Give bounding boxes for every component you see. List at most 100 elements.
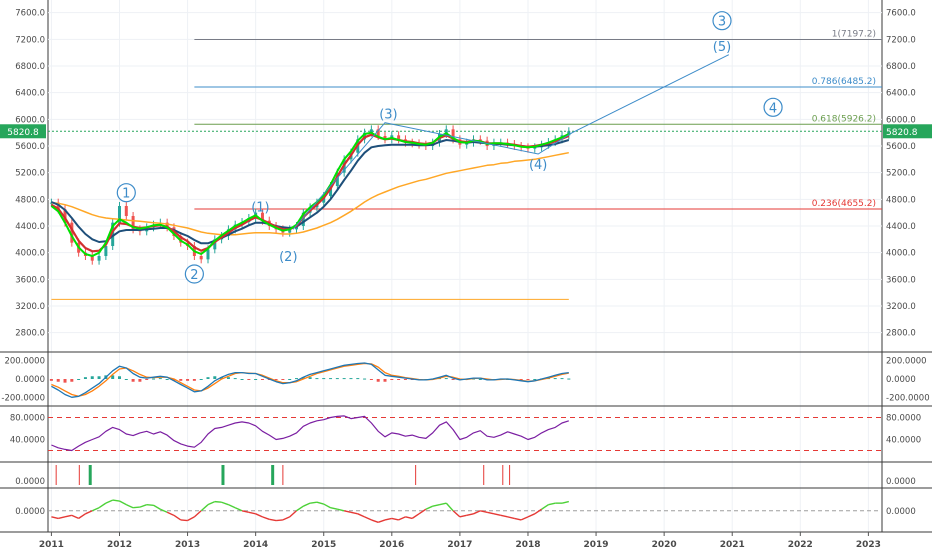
y-tick-left-2800.0: 2800.0 (15, 329, 45, 339)
macd-hist-35 (288, 379, 292, 380)
osc-segment-20 (180, 519, 188, 522)
macd-hist-22 (199, 379, 203, 380)
price-candle-41 (329, 186, 333, 196)
ema-long-line (51, 151, 569, 236)
y-tick-left-6800.0: 6800.0 (15, 62, 45, 72)
osc-segment-69 (514, 517, 522, 521)
osc-segment-3 (64, 514, 72, 518)
y-tick-left-6400.0: 6400.0 (15, 89, 45, 99)
x-tick-label-2021: 2021 (720, 540, 745, 550)
osc-segment-30 (248, 511, 256, 515)
osc-segment-18 (166, 511, 175, 516)
macd-hist-37 (301, 377, 305, 379)
osc-segment-65 (486, 511, 495, 515)
price-candle-76 (567, 131, 571, 136)
macd-hist-44 (349, 378, 353, 380)
macd-tick-right-0.0000: 0.0000 (886, 375, 916, 385)
macd-hist-28 (240, 379, 244, 380)
x-tick-label-2020: 2020 (652, 540, 677, 550)
macd-hist-33 (274, 379, 278, 380)
macd-hist-76 (567, 378, 571, 380)
osc-tick-right-0.0000: 0.0000 (886, 507, 916, 517)
wave-label-0: 1 (122, 187, 130, 202)
wave-label-2: (1) (251, 201, 269, 216)
wave-circle-6 (712, 11, 732, 31)
osc-segment-63 (473, 510, 481, 515)
macd-line (51, 362, 569, 398)
y-tick-left-4800.0: 4800.0 (15, 195, 45, 205)
osc-segment-54 (411, 513, 420, 519)
osc-segment-57 (432, 503, 440, 507)
x-tick-label-2012: 2012 (107, 540, 132, 550)
price-candle-22 (199, 256, 203, 260)
macd-hist-16 (158, 378, 162, 380)
level-label-0: 1(7197.2) (832, 30, 876, 40)
osc-segment-24 (207, 500, 216, 506)
osc-segment-39 (310, 501, 318, 504)
osc-segment-21 (187, 516, 195, 522)
macd-hist-45 (356, 378, 360, 380)
wave-label-8: 4 (769, 101, 777, 116)
osc-segment-66 (493, 513, 501, 517)
osc-segment-56 (425, 505, 433, 510)
macd-hist-70 (526, 379, 530, 380)
price-candle-7 (97, 256, 101, 261)
x-tick-label-2013: 2013 (175, 540, 200, 550)
wave-label-4: (3) (379, 107, 397, 122)
osc-segment-58 (439, 502, 447, 506)
osc-segment-42 (330, 507, 338, 510)
osc-segment-25 (214, 500, 222, 503)
y-tick-left-5200.0: 5200.0 (15, 169, 45, 179)
osc-segment-36 (289, 510, 297, 518)
x-tick-label-2011: 2011 (39, 540, 64, 550)
y-tick-right-6000.0: 6000.0 (886, 115, 916, 125)
osc-segment-68 (507, 516, 515, 520)
macd-hist-12 (131, 379, 135, 382)
y-tick-left-5600.0: 5600.0 (15, 142, 45, 152)
wave-circle-8 (763, 97, 783, 117)
price-candle-48 (376, 129, 380, 136)
macd-hist-36 (294, 378, 298, 380)
x-tick-label-2017: 2017 (447, 540, 472, 550)
osc-segment-10 (112, 499, 120, 502)
osc-segment-35 (282, 516, 290, 521)
price-candle-58 (444, 129, 448, 134)
osc-segment-40 (316, 501, 324, 505)
price-candle-10 (117, 206, 121, 223)
osc-segment-71 (527, 513, 536, 518)
macd-hist-48 (376, 379, 380, 382)
rsi-tick-right-80.0000: 80.0000 (886, 414, 921, 424)
macd-hist-40 (322, 378, 326, 380)
wave-label-6: 3 (718, 15, 726, 30)
macd-hist-2 (63, 379, 67, 383)
price-candle-8 (104, 246, 108, 256)
osc-segment-72 (534, 508, 542, 515)
osc-segment-45 (350, 511, 358, 515)
price-candle-11 (124, 206, 128, 216)
y-tick-right-4000.0: 4000.0 (886, 249, 916, 259)
osc-segment-13 (133, 506, 140, 509)
y-tick-left-3600.0: 3600.0 (15, 275, 45, 285)
macd-hist-42 (335, 378, 339, 380)
osc-segment-16 (153, 504, 161, 510)
rsi-tick-left-80.0000: 80.0000 (10, 414, 45, 424)
osc-segment-46 (357, 513, 365, 518)
osc-segment-52 (398, 516, 406, 521)
macd-hist-21 (192, 379, 196, 381)
macd-hist-23 (206, 377, 210, 379)
price-candle-63 (478, 139, 482, 141)
wave-label-3: (2) (279, 250, 297, 265)
macd-hist-10 (117, 376, 121, 379)
price-candle-3 (70, 222, 74, 243)
osc-segment-61 (459, 514, 467, 518)
osc-segment-15 (146, 503, 154, 506)
macd-hist-15 (152, 378, 156, 380)
macd-hist-30 (254, 379, 258, 380)
osc-segment-73 (541, 504, 549, 510)
macd-hist-31 (260, 379, 264, 380)
macd-hist-49 (383, 379, 387, 382)
x-tick-label-2014: 2014 (243, 540, 268, 550)
macd-hist-6 (90, 376, 94, 379)
macd-hist-34 (281, 379, 285, 380)
